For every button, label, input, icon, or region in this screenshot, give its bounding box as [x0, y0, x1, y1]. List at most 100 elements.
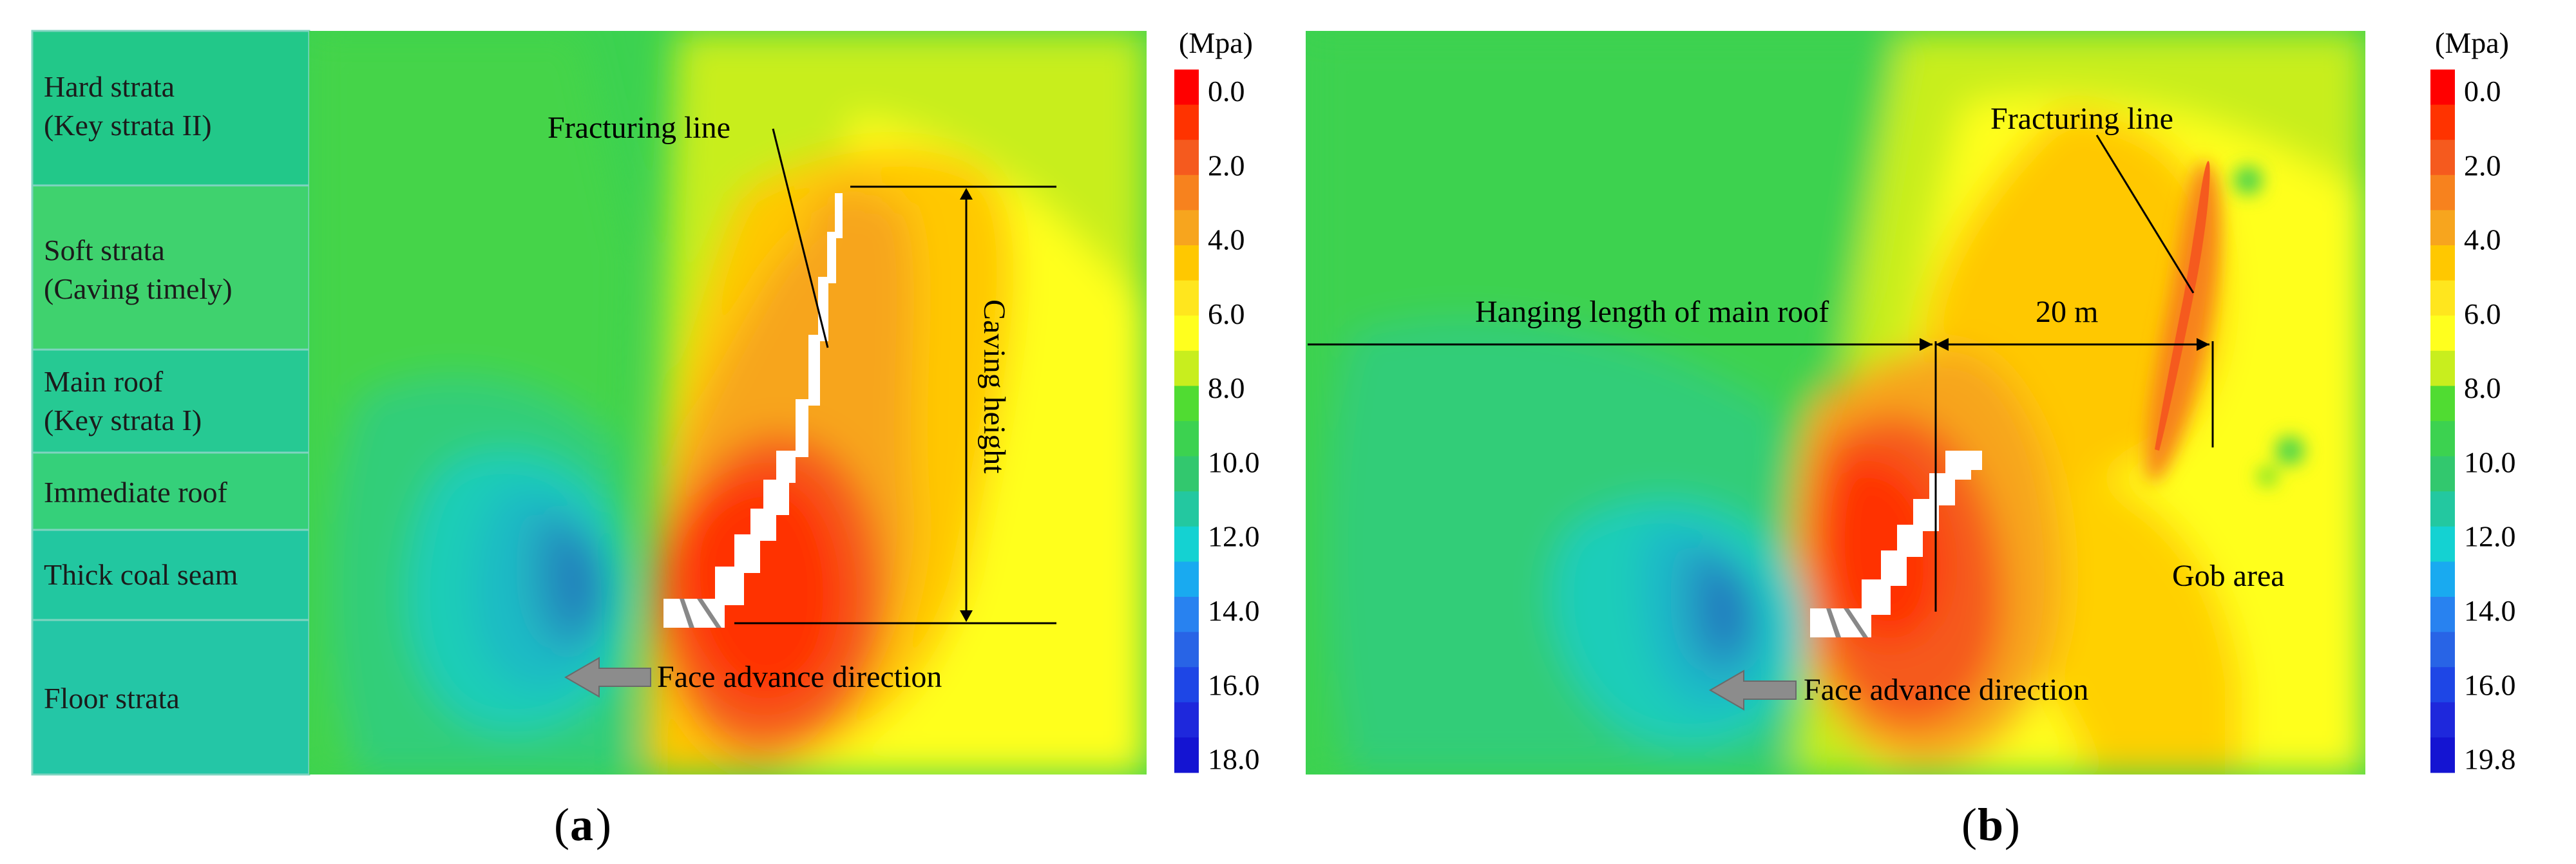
label-face-advance-b: Face advance direction [1804, 673, 2088, 707]
color-scale-b: (Mpa) 0.0 2.0 4.0 6.0 8.0 10.0 12.0 14.0 16.0 19.… [2430, 26, 2516, 776]
scale-a-swatch [1174, 491, 1199, 527]
scale-b-swatch [2430, 491, 2455, 527]
label-fracturing-line-a: Fracturing line [548, 111, 730, 145]
scale-a-tick-label: 8.0 [1208, 371, 1245, 404]
scale-a-swatch [1174, 456, 1199, 492]
scale-a-swatch [1174, 104, 1199, 140]
scale-b-tick-label: 19.8 [2464, 743, 2516, 776]
strata-box-coal-seam [31, 529, 310, 621]
strata-label-main-roof-sub: (Key strata I) [44, 404, 202, 437]
scale-a-swatch [1174, 597, 1199, 633]
scale-a-tick-label: 14.0 [1208, 594, 1260, 627]
label-fracturing-line-b: Fracturing line [1990, 102, 2173, 136]
scale-b-swatch [2430, 456, 2455, 492]
fracture-stairs-b [1810, 451, 1982, 637]
scale-b-swatch [2430, 737, 2455, 773]
strata-label-hard: Hard strata [44, 70, 175, 103]
strata-label-main-roof: Main roof [44, 365, 164, 398]
scale-b-swatch [2430, 174, 2455, 211]
scale-a-tick-label: 2.0 [1208, 149, 1245, 182]
scale-b-swatch [2430, 386, 2455, 422]
scale-b-tick-label: 4.0 [2464, 223, 2501, 256]
stress-contour-a [309, 31, 1147, 775]
scale-a-tick-label: 16.0 [1208, 668, 1260, 701]
scale-b-tick-label: 2.0 [2464, 149, 2501, 182]
scale-a-swatch [1174, 737, 1199, 773]
scale-a-swatch [1174, 526, 1199, 562]
scale-b-swatch [2430, 140, 2455, 176]
scale-a-swatch [1174, 70, 1199, 106]
strata-label-hard-sub: (Key strata II) [44, 109, 212, 142]
scale-b-swatch [2430, 104, 2455, 140]
scale-b-swatch [2430, 210, 2455, 246]
strata-label-immediate-roof: Immediate roof [44, 476, 228, 509]
annotations-b: Fracturing line Hanging length of main r… [1308, 102, 2285, 711]
scale-a-swatch [1174, 350, 1199, 386]
caption-a-open: ( [554, 799, 569, 850]
scale-b-swatch [2430, 561, 2455, 597]
caption-a-close: ) [596, 799, 611, 850]
scale-b-swatch [2430, 702, 2455, 738]
scale-b-tick-label: 10.0 [2464, 446, 2516, 478]
scale-a-swatch [1174, 386, 1199, 422]
scale-b-swatch [2430, 70, 2455, 106]
scale-b-swatch [2430, 350, 2455, 386]
scale-a-tick-label: 6.0 [1208, 297, 1245, 330]
stress-contour-b [1306, 31, 2365, 775]
annotations-a: Fracturing line Caving height Face advan… [548, 111, 1056, 698]
figure-b: Fracturing line Hanging length of main r… [1306, 26, 2516, 850]
scale-b-tick-label: 16.0 [2464, 668, 2516, 701]
scale-a-swatch [1174, 421, 1199, 457]
scale-b-tick-label: 8.0 [2464, 371, 2501, 404]
strata-label-coal-seam: Thick coal seam [44, 558, 238, 591]
scale-a-swatch [1174, 632, 1199, 668]
scale-b-swatch [2430, 421, 2455, 457]
scale-a-swatch [1174, 667, 1199, 703]
scale-b-swatch [2430, 597, 2455, 633]
label-caving-height: Caving height [977, 299, 1011, 474]
strata-box-hard [31, 30, 310, 187]
scale-b-tick-label: 12.0 [2464, 520, 2516, 553]
caption-a-letter: a [570, 799, 593, 850]
label-hanging-length: Hanging length of main roof [1475, 295, 1829, 329]
scale-b-swatch [2430, 245, 2455, 281]
scale-a-swatch [1174, 561, 1199, 597]
scale-a-tick-label: 18.0 [1208, 743, 1260, 776]
scale-a-swatch [1174, 280, 1199, 316]
strata-label-floor: Floor strata [44, 682, 180, 715]
scale-b-swatch [2430, 315, 2455, 352]
scale-b-tick-label: 6.0 [2464, 297, 2501, 330]
face-advance-arrow-b [1708, 670, 1797, 711]
scale-a-tick-label: 0.0 [1208, 75, 1245, 108]
scale-b-tick-label: 14.0 [2464, 594, 2516, 627]
fracture-stairs-a [663, 193, 843, 628]
caption-b-open: ( [1961, 799, 1977, 850]
color-scale-a: (Mpa) 0.0 2.0 4.0 6.0 8.0 10.0 12.0 14.0 16.0 18.… [1174, 26, 1260, 776]
scale-b-swatch [2430, 632, 2455, 668]
scale-a-tick-label: 12.0 [1208, 520, 1260, 553]
scale-b-swatch [2430, 280, 2455, 316]
scale-unit-b: (Mpa) [2435, 26, 2509, 59]
scale-b-swatch [2430, 526, 2455, 562]
scale-a-swatch [1174, 174, 1199, 211]
strata-box-immediate-roof [31, 451, 310, 531]
scale-a-tick-label: 4.0 [1208, 223, 1245, 256]
figure-a: Hard strata (Key strata II) Soft strata … [31, 26, 1260, 850]
strata-box-floor [31, 619, 310, 776]
caption-b-letter: b [1978, 799, 2003, 850]
scale-b-swatch [2430, 667, 2455, 703]
label-gob-area: Gob area [2172, 559, 2285, 593]
caption-b-close: ) [2005, 799, 2020, 850]
scale-a-swatch [1174, 140, 1199, 176]
face-advance-arrow-a [564, 657, 651, 698]
strata-box-main-roof [31, 348, 310, 454]
strata-label-soft: Soft strata [44, 234, 165, 267]
label-distance-20m: 20 m [2036, 295, 2098, 329]
strata-box-soft [31, 184, 310, 351]
scale-a-swatch [1174, 315, 1199, 352]
scale-b-tick-label: 0.0 [2464, 75, 2501, 108]
scale-a-swatch [1174, 210, 1199, 246]
scale-a-swatch [1174, 245, 1199, 281]
strata-label-soft-sub: (Caving timely) [44, 272, 233, 305]
strata-column: Hard strata (Key strata II) Soft strata … [31, 30, 310, 776]
